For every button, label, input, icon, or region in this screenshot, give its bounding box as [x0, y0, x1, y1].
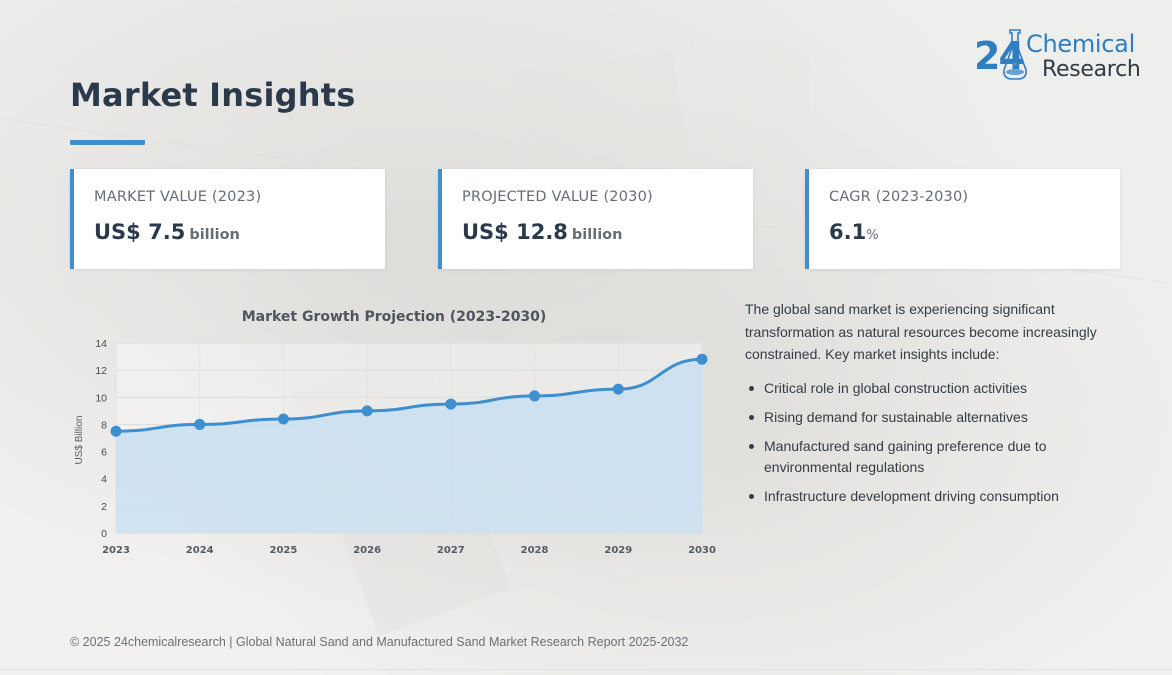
card-unit: billion [189, 227, 240, 243]
company-logo: 24 Chemical Research [974, 28, 1156, 88]
x-tick-label: 2030 [688, 545, 716, 556]
insight-item: Critical role in global construction act… [745, 378, 1125, 399]
insight-item: Rising demand for sustainable alternativ… [745, 407, 1125, 428]
footer-divider [0, 669, 1172, 670]
data-point [612, 383, 624, 395]
data-point [361, 405, 373, 417]
y-tick-label: 0 [101, 528, 107, 540]
title-underline [70, 140, 145, 145]
card-value: 6.1% [829, 220, 879, 244]
x-tick-label: 2028 [521, 545, 549, 556]
card-value: US$ 7.5 billion [94, 220, 240, 244]
y-tick-label: 12 [95, 365, 107, 377]
data-point [445, 398, 457, 410]
card-unit: billion [571, 227, 623, 243]
y-tick-label: 6 [101, 447, 107, 459]
y-tick-label: 2 [101, 501, 107, 513]
x-tick-label: 2027 [437, 545, 465, 556]
insight-item: Infrastructure development driving consu… [745, 486, 1125, 507]
card-value-number: 6.1 [829, 220, 867, 244]
projected-value-card: PROJECTED VALUE (2030) US$ 12.8 billion [438, 169, 753, 269]
page-title: Market Insights [70, 76, 356, 114]
insights-description: The global sand market is experiencing s… [745, 301, 1097, 362]
data-point [194, 418, 206, 430]
y-tick-label: 8 [101, 419, 107, 431]
card-value-number: US$ 12.8 [462, 220, 568, 244]
data-point [277, 413, 289, 425]
card-label: CAGR (2023-2030) [829, 189, 969, 205]
x-tick-label: 2023 [102, 545, 130, 556]
x-tick-label: 2025 [270, 545, 298, 556]
x-tick-label: 2024 [186, 545, 214, 556]
series-area [116, 359, 702, 533]
market-value-card: MARKET VALUE (2023) US$ 7.5 billion [70, 169, 385, 269]
card-label: MARKET VALUE (2023) [94, 189, 262, 205]
card-unit: % [866, 228, 879, 243]
insight-item: Manufactured sand gaining preference due… [745, 436, 1125, 478]
logo-line-1: Chemical [1026, 30, 1135, 58]
card-value: US$ 12.8 billion [462, 220, 622, 244]
data-point [110, 425, 122, 437]
chart-y-axis-label: US$ Billion [74, 416, 85, 465]
y-tick-label: 14 [95, 338, 107, 350]
y-tick-label: 10 [95, 392, 107, 404]
chart-svg: Market Growth Projection (2023-2030) US$… [74, 309, 716, 556]
cagr-card: CAGR (2023-2030) 6.1% [805, 169, 1120, 269]
data-point [529, 390, 541, 402]
data-point [696, 353, 708, 365]
footer-text: © 2025 24chemicalresearch | Global Natur… [70, 635, 689, 649]
logo-line-2: Research [1042, 57, 1141, 82]
flask-icon [1003, 29, 1027, 80]
x-tick-label: 2029 [604, 545, 632, 556]
growth-chart: Market Growth Projection (2023-2030) US$… [70, 298, 720, 568]
card-label: PROJECTED VALUE (2030) [462, 189, 653, 205]
card-value-number: US$ 7.5 [94, 220, 186, 244]
x-tick-label: 2026 [353, 545, 381, 556]
insights-list: Critical role in global construction act… [745, 378, 1125, 515]
chart-title: Market Growth Projection (2023-2030) [242, 309, 547, 325]
y-tick-label: 4 [101, 474, 107, 486]
